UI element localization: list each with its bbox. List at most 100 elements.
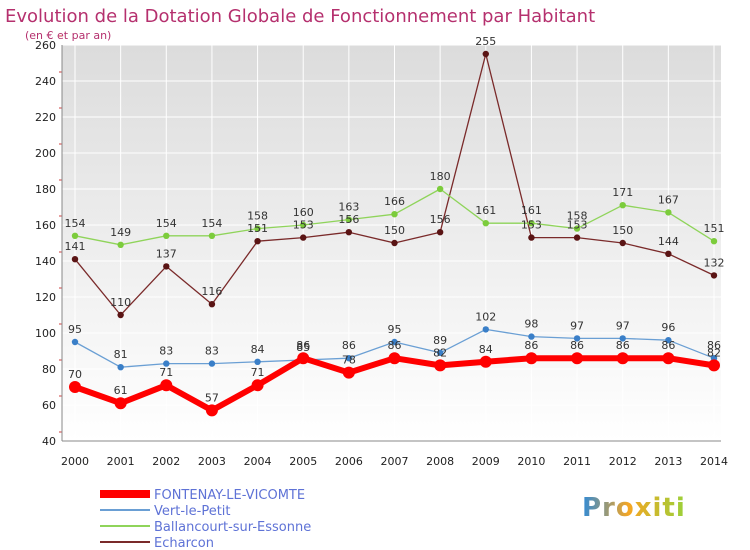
data-point-vert-le-petit [391, 338, 398, 346]
data-point-fontenay-le-vicomte [479, 355, 492, 368]
data-label-echarcon: 153 [567, 219, 588, 232]
data-label-fontenay-le-vicomte: 86 [524, 339, 538, 352]
data-label-vert-le-petit: 86 [342, 339, 356, 352]
data-point-ballancourt-sur-essonne [573, 225, 581, 232]
data-label-ballancourt-sur-essonne: 163 [338, 201, 359, 214]
y-tick-label: 220 [35, 111, 56, 124]
data-label-echarcon: 110 [110, 296, 131, 309]
data-point-echarcon [619, 239, 626, 247]
x-tick-label: 2006 [335, 455, 363, 468]
data-point-echarcon [391, 239, 398, 247]
data-point-fontenay-le-vicomte [616, 352, 629, 365]
x-tick-label: 2002 [152, 455, 180, 468]
y-tick-label: 200 [35, 147, 56, 160]
series-lines [69, 50, 720, 417]
data-label-echarcon: 153 [521, 219, 542, 232]
data-label-echarcon: 116 [201, 285, 222, 298]
data-point-fontenay-le-vicomte [708, 359, 720, 372]
data-label-vert-le-petit: 96 [661, 321, 675, 334]
axes: 40 60 80 100 120 140 160 180 200 220 240 260 2000 200… [35, 35, 728, 468]
data-point-fontenay-le-vicomte [525, 352, 538, 365]
data-point-fontenay-le-vicomte [114, 397, 127, 410]
data-point-ballancourt-sur-essonne [482, 220, 489, 227]
data-point-vert-le-petit [71, 338, 79, 346]
data-label-ballancourt-sur-essonne: 167 [658, 193, 679, 206]
data-point-vert-le-petit [482, 326, 489, 333]
legend-label: Vert-le-Petit [154, 504, 231, 519]
data-label-ballancourt-sur-essonne: 151 [704, 222, 725, 235]
data-point-fontenay-le-vicomte [342, 366, 355, 379]
x-tick-label: 2010 [517, 455, 545, 468]
data-label-fontenay-le-vicomte: 86 [388, 339, 402, 352]
x-tick-label: 2005 [289, 455, 317, 468]
data-point-echarcon [254, 238, 261, 245]
data-point-echarcon [528, 234, 535, 241]
data-point-vert-le-petit [528, 333, 535, 340]
legend-label: FONTENAY-LE-VICOMTE [154, 488, 305, 503]
data-point-echarcon [117, 311, 124, 319]
x-tick-label: 2008 [426, 455, 454, 468]
data-label-fontenay-le-vicomte: 71 [251, 366, 265, 379]
data-label-echarcon: 137 [156, 247, 177, 260]
data-point-ballancourt-sur-essonne [300, 221, 307, 229]
data-label-echarcon: 150 [612, 224, 633, 237]
data-point-vert-le-petit [436, 349, 444, 356]
data-label-fontenay-le-vicomte: 86 [616, 339, 630, 352]
data-label-fontenay-le-vicomte: 71 [159, 366, 173, 379]
data-label-echarcon: 156 [338, 213, 359, 226]
data-label-fontenay-le-vicomte: 82 [707, 346, 721, 359]
data-label-ballancourt-sur-essonne: 158 [567, 210, 588, 223]
data-point-fontenay-le-vicomte [160, 379, 173, 392]
data-point-ballancourt-sur-essonne [436, 185, 444, 193]
data-label-echarcon: 144 [658, 235, 679, 248]
data-point-fontenay-le-vicomte [434, 359, 447, 372]
proxiti-logo: Proxiti [582, 493, 685, 523]
data-point-ballancourt-sur-essonne [710, 238, 718, 245]
data-point-ballancourt-sur-essonne [208, 232, 216, 239]
data-point-ballancourt-sur-essonne [619, 202, 626, 209]
data-label-ballancourt-sur-essonne: 180 [430, 170, 451, 183]
data-point-echarcon [71, 256, 79, 263]
data-label-vert-le-petit: 95 [68, 323, 82, 336]
data-label-echarcon: 255 [475, 35, 496, 48]
data-label-ballancourt-sur-essonne: 160 [293, 206, 314, 219]
x-tick-label: 2003 [198, 455, 226, 468]
legend-label: Ballancourt-sur-Essonne [154, 520, 311, 535]
data-point-echarcon [665, 250, 672, 257]
data-label-ballancourt-sur-essonne: 161 [521, 204, 542, 217]
data-label-ballancourt-sur-essonne: 161 [475, 204, 496, 217]
data-label-echarcon: 156 [430, 213, 451, 226]
data-point-ballancourt-sur-essonne [71, 232, 79, 239]
data-label-fontenay-le-vicomte: 86 [296, 339, 310, 352]
x-tick-label: 2000 [61, 455, 89, 468]
data-label-ballancourt-sur-essonne: 154 [65, 217, 86, 230]
data-label-ballancourt-sur-essonne: 166 [384, 195, 405, 208]
data-label-fontenay-le-vicomte: 86 [570, 339, 584, 352]
data-label-echarcon: 141 [65, 240, 86, 253]
data-point-echarcon [345, 229, 353, 236]
data-point-vert-le-petit [573, 335, 581, 342]
x-tick-label: 2012 [609, 455, 637, 468]
data-label-ballancourt-sur-essonne: 158 [247, 210, 268, 223]
data-point-fontenay-le-vicomte [205, 404, 218, 417]
y-tick-label: 180 [35, 183, 56, 196]
data-label-fontenay-le-vicomte: 82 [433, 346, 447, 359]
chart-title: Evolution de la Dotation Globale de Fonc… [5, 6, 595, 27]
data-point-echarcon [163, 263, 170, 270]
data-label-fontenay-le-vicomte: 84 [479, 343, 493, 356]
y-tick-label: 80 [42, 363, 56, 376]
data-point-fontenay-le-vicomte [297, 352, 310, 365]
data-label-ballancourt-sur-essonne: 154 [201, 217, 222, 230]
data-point-echarcon [573, 234, 581, 241]
legend-label: Echarcon [154, 536, 214, 550]
data-label-fontenay-le-vicomte: 70 [68, 368, 82, 381]
data-point-echarcon [208, 301, 216, 308]
data-point-ballancourt-sur-essonne [345, 216, 353, 223]
data-label-ballancourt-sur-essonne: 149 [110, 226, 131, 239]
data-point-ballancourt-sur-essonne [117, 241, 124, 248]
data-point-vert-le-petit [619, 335, 626, 342]
data-label-echarcon: 132 [704, 256, 725, 269]
data-label-vert-le-petit: 81 [114, 348, 128, 361]
